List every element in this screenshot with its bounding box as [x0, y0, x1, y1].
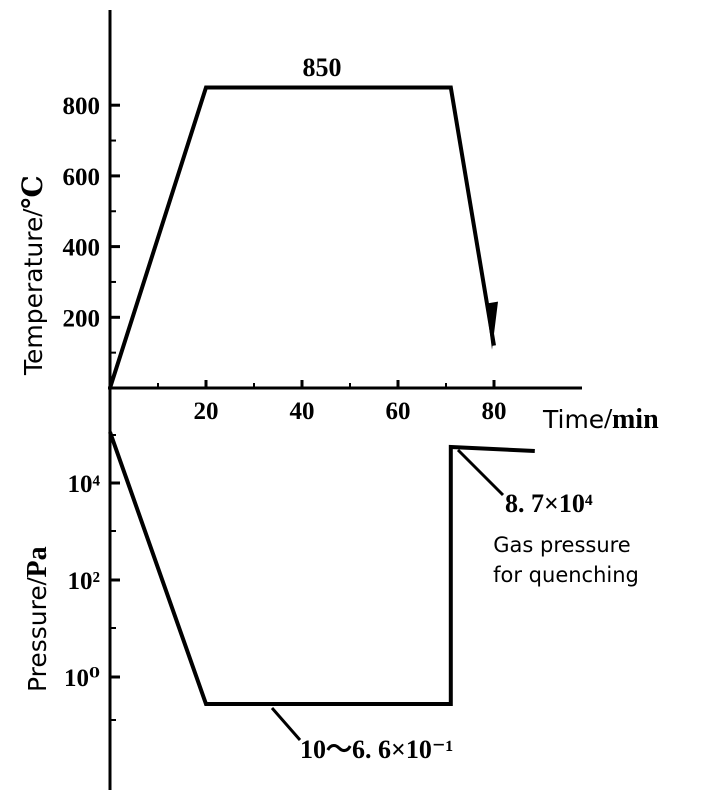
temperature-axis-ticks: 200 400 600 800	[63, 93, 120, 354]
pressure-axis-unit: /Pa	[22, 546, 53, 586]
temperature-axis-title: Temperature/℃	[18, 175, 49, 376]
temperature-tick-label: 200	[63, 305, 101, 332]
gas-pressure-note-line2: for quenching	[493, 563, 639, 587]
gas-leader-line	[456, 448, 505, 497]
gas-pressure-note-line1: Gas pressure	[493, 533, 630, 557]
pressure-axis-title: Pressure/Pa	[22, 546, 53, 692]
time-axis-word: Time	[542, 405, 604, 434]
pressure-tick-label: 10⁰	[64, 665, 100, 692]
pressure-tick-label: 10²	[68, 568, 101, 595]
time-axis-title: Time/min	[542, 404, 659, 435]
pressure-axis-ticks: 10⁴ 10² 10⁰	[64, 434, 120, 721]
cooling-arrowhead	[486, 301, 498, 350]
vacuum-pressure-label: 10～6. 6×10⁻¹	[300, 735, 453, 764]
time-tick-label: 40	[290, 398, 315, 425]
temperature-axis-word: Temperature	[19, 217, 48, 376]
pressure-tick-label: 10⁴	[68, 471, 101, 498]
pressure-axis-word: Pressure	[23, 585, 52, 692]
time-tick-label: 80	[482, 398, 507, 425]
time-axis-ticks: 20 40 60 80	[157, 380, 507, 425]
temperature-profile-line	[108, 85, 496, 389]
time-tick-label: 20	[194, 398, 219, 425]
gas-pressure-value: 8. 7×10⁴	[505, 489, 593, 518]
time-tick-label: 60	[386, 398, 411, 425]
temperature-tick-label: 400	[63, 235, 101, 262]
peak-temperature-label: 850	[303, 53, 342, 82]
vacuum-leader-line	[270, 707, 302, 741]
temperature-tick-label: 800	[63, 93, 101, 120]
pressure-profile-line	[108, 431, 535, 706]
temperature-axis-unit: /℃	[18, 175, 49, 217]
temperature-tick-label: 600	[63, 164, 101, 191]
time-axis-unit: /min	[603, 404, 659, 435]
